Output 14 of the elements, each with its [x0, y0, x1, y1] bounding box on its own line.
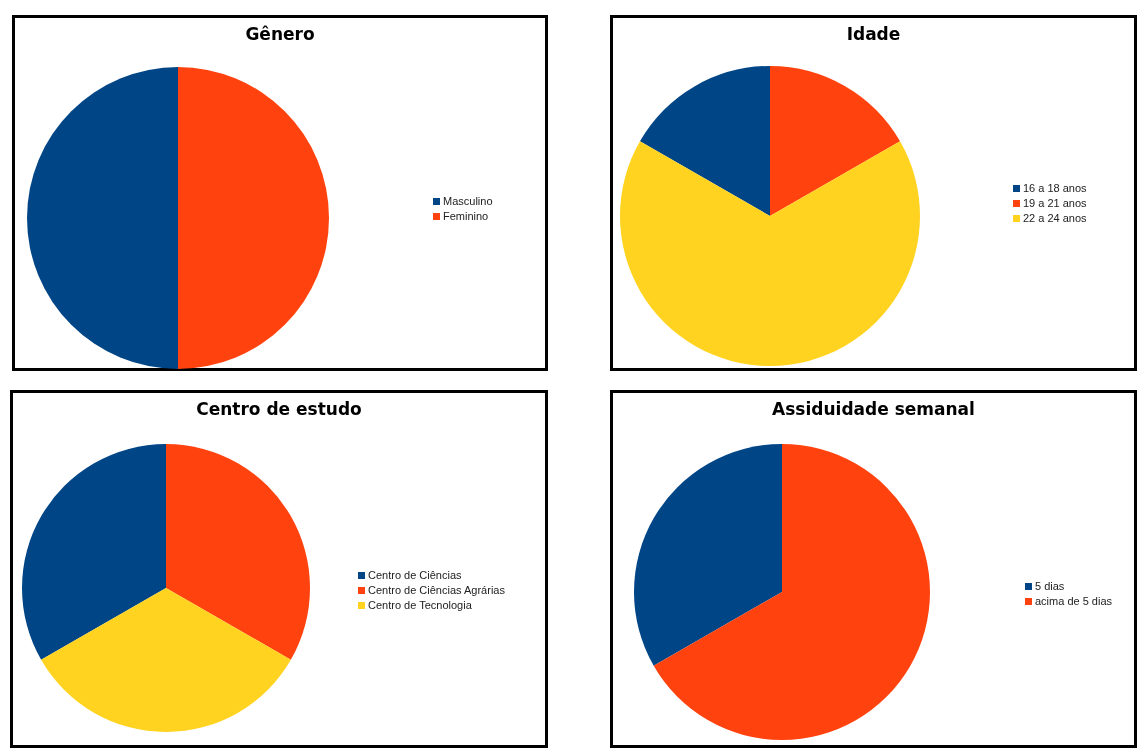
legend-label: Centro de Ciências Agrárias	[368, 584, 505, 596]
legend-label: Feminino	[443, 210, 489, 222]
legend-label: 5 dias	[1035, 580, 1065, 592]
legend-label: Centro de Ciências	[368, 569, 462, 581]
legend-label: Centro de Tecnologia	[368, 599, 472, 611]
legend-label: Masculino	[443, 195, 493, 207]
chart-title: Idade	[845, 24, 902, 44]
chart-title: Gênero	[244, 24, 316, 44]
chart-title: Assiduidade semanal	[771, 399, 976, 419]
chart-title: Centro de estudo	[195, 399, 363, 419]
legend-label: 19 a 21 anos	[1023, 197, 1087, 209]
legend-label: acima de 5 dias	[1035, 595, 1113, 607]
legend-label: 16 a 18 anos	[1023, 182, 1087, 194]
legend-label: 22 a 24 anos	[1023, 212, 1087, 224]
